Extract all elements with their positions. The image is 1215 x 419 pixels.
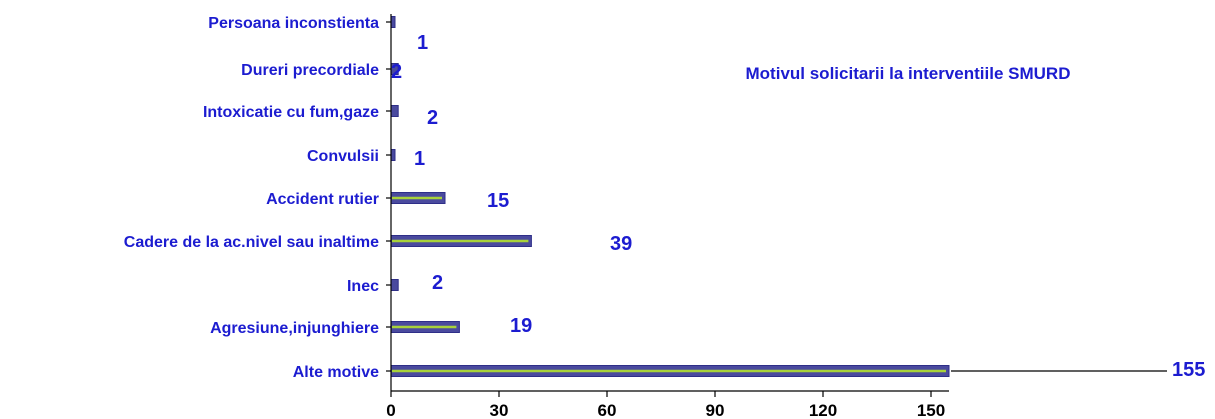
bar-2 — [390, 105, 399, 117]
x-tick-label-4: 120 — [809, 401, 837, 419]
category-label-8: Alte motive — [293, 364, 379, 381]
x-tick-label-3: 90 — [706, 401, 725, 419]
bar-6 — [390, 279, 399, 291]
chart-title: Motivul solicitarii la interventiile SMU… — [746, 64, 1071, 83]
category-label-1: Dureri precordiale — [241, 62, 379, 79]
value-label-4: 15 — [487, 190, 509, 212]
x-tick-label-1: 30 — [490, 401, 509, 419]
category-label-4: Accident rutier — [266, 191, 379, 208]
value-label-7: 19 — [510, 315, 532, 337]
axes-group — [386, 14, 949, 397]
value-label-1: 2 — [391, 61, 402, 83]
value-label-2: 2 — [427, 107, 438, 129]
value-label-3: 1 — [414, 148, 425, 170]
category-label-3: Convulsii — [307, 148, 379, 165]
x-tick-label-2: 60 — [598, 401, 617, 419]
category-label-0: Persoana inconstienta — [208, 15, 379, 32]
value-label-8: 155 — [1172, 359, 1205, 381]
value-label-5: 39 — [610, 233, 632, 255]
category-label-5: Cadere de la ac.nivel sau inaltime — [124, 234, 379, 251]
labels-group: Persoana inconstienta Dureri precordiale I… — [124, 15, 1206, 419]
x-tick-label-0: 0 — [386, 401, 395, 419]
value-label-6: 2 — [432, 272, 443, 294]
category-label-7: Agresiune,injunghiere — [210, 320, 379, 337]
value-label-0: 1 — [417, 32, 428, 54]
category-label-2: Intoxicatie cu fum,gaze — [203, 104, 379, 121]
x-tick-label-5: 150 — [917, 401, 945, 419]
category-label-6: Inec — [347, 278, 379, 295]
